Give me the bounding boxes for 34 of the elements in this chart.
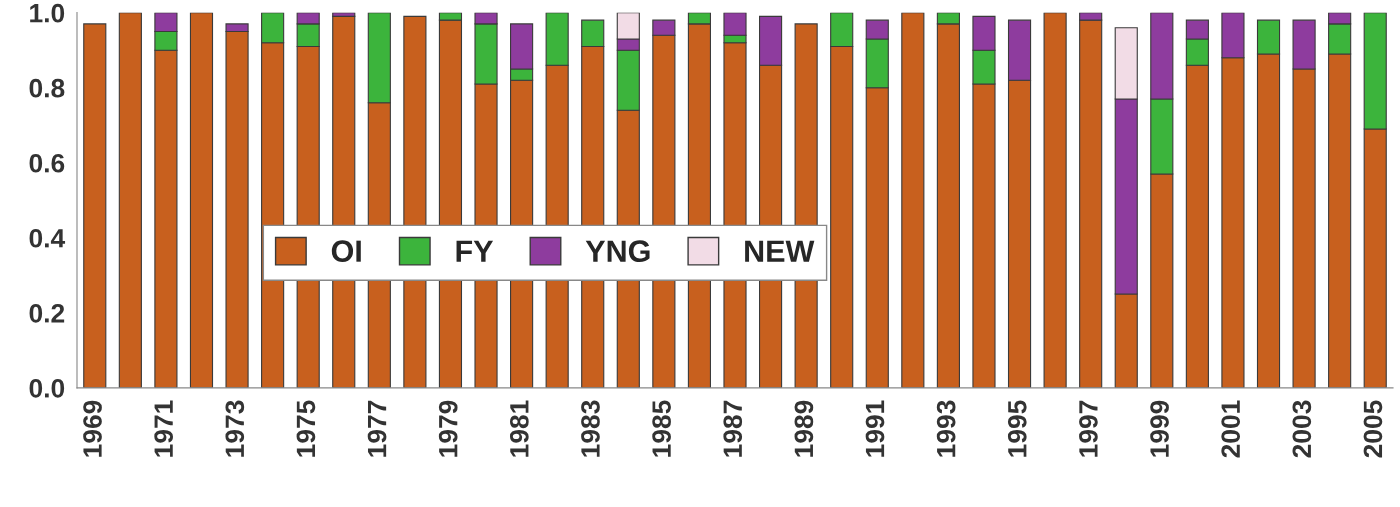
bar: [118, 12, 142, 388]
x-tick-label: 1993: [936, 400, 956, 457]
x-tick-label: 1983: [581, 400, 600, 457]
bar: [901, 12, 925, 388]
x-tick-label: 1969: [83, 400, 102, 457]
x-tick-label: 1991: [865, 400, 885, 457]
x-tick-label: 1997: [1079, 400, 1098, 457]
legend-label: NEW: [745, 240, 815, 262]
x-tick-label: 1985: [652, 400, 671, 457]
x-tick-label: 1977: [367, 400, 387, 457]
bar: [189, 12, 214, 388]
x-tick-label: 2005: [1363, 400, 1383, 458]
bar: [83, 23, 107, 388]
x-tick-label: 1989: [794, 400, 814, 457]
x-tick-label: 1971: [154, 400, 173, 457]
bar: [1043, 12, 1067, 388]
y-tick-label: 0.4: [29, 228, 66, 248]
y-tick-label: 0.2: [29, 303, 65, 323]
x-tick-label: 1981: [509, 400, 529, 457]
x-tick-label: 1979: [438, 400, 458, 457]
x-tick-label: 2003: [1292, 400, 1312, 458]
legend-label: OI: [331, 240, 361, 262]
y-tick-label: 1.0: [30, 3, 65, 23]
y-tick-label: 0.0: [29, 378, 65, 398]
x-tick-label: 1975: [296, 400, 316, 457]
x-tick-label: 1987: [723, 400, 743, 457]
y-tick-label: 0.6: [29, 153, 65, 173]
legend-label: FY: [456, 240, 494, 262]
x-tick-label: 1973: [225, 400, 245, 457]
legend-label: YNG: [585, 240, 650, 262]
x-tick-label: 2001: [1221, 400, 1241, 458]
x-tick-label: 1999: [1150, 400, 1169, 457]
x-tick-label: 1995: [1007, 400, 1027, 457]
y-tick-label: 0.8: [29, 78, 65, 98]
